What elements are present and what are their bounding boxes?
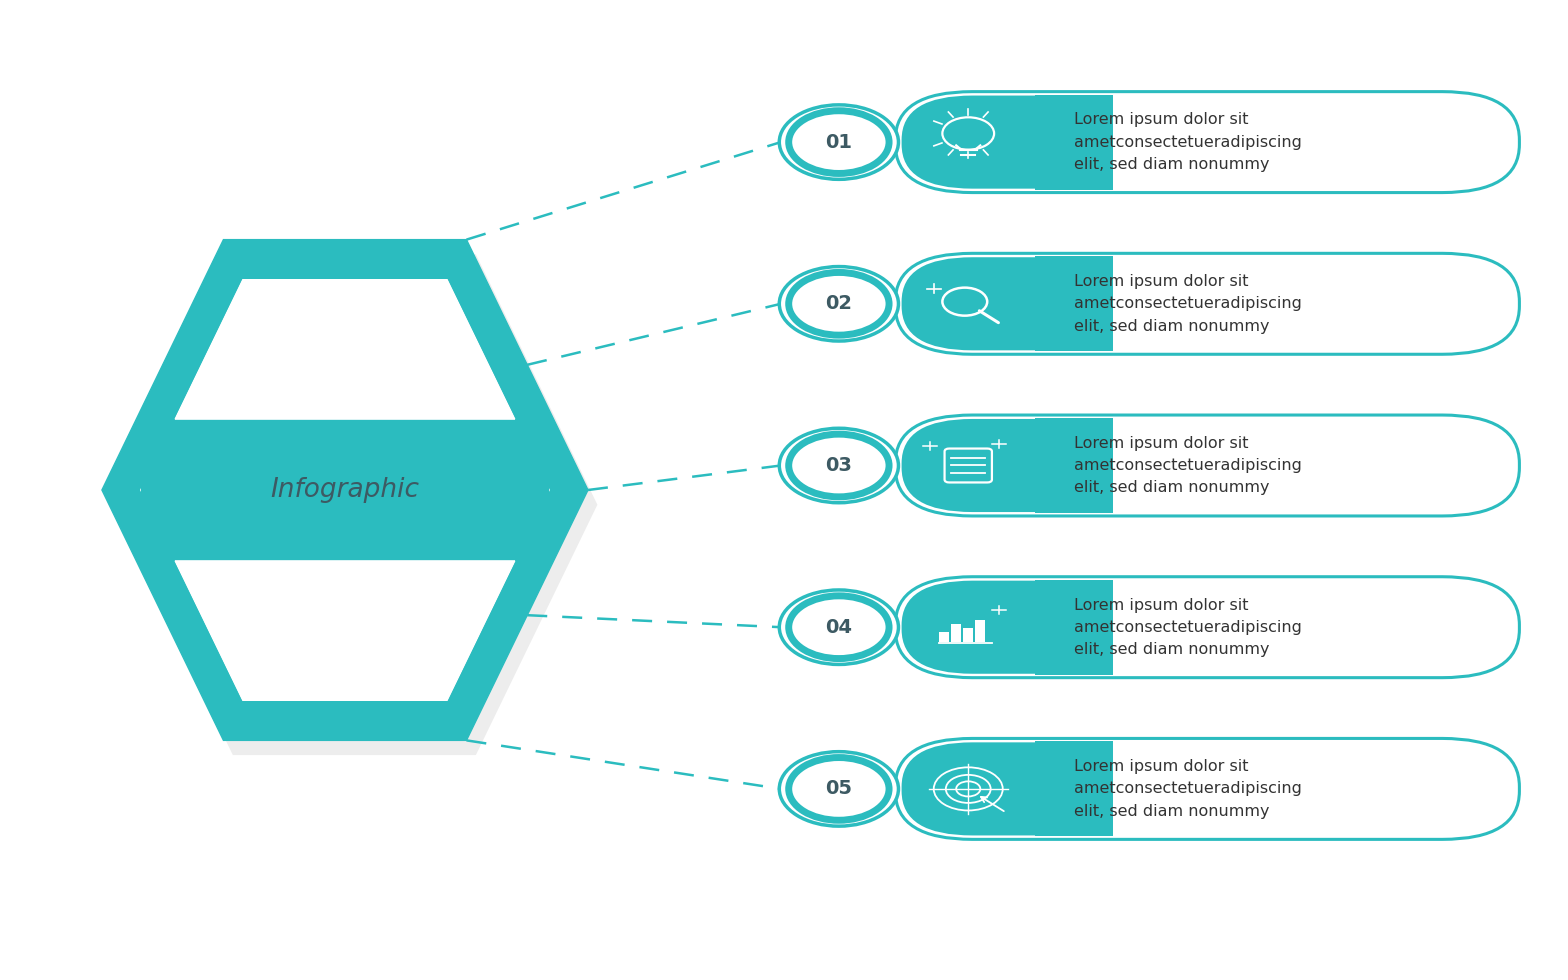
Text: Lorem ipsum dolor sit
ametconsectetueradipiscing
elit, sed diam nonummy: Lorem ipsum dolor sit ametconsectetuerad… bbox=[1074, 436, 1301, 495]
FancyBboxPatch shape bbox=[902, 580, 1105, 674]
Circle shape bbox=[789, 111, 889, 173]
FancyBboxPatch shape bbox=[902, 743, 1105, 835]
FancyBboxPatch shape bbox=[1035, 95, 1113, 190]
Circle shape bbox=[779, 428, 898, 503]
Circle shape bbox=[789, 758, 889, 820]
Text: Lorem ipsum dolor sit
ametconsectetueradipiscing
elit, sed diam nonummy: Lorem ipsum dolor sit ametconsectetuerad… bbox=[1074, 760, 1301, 818]
FancyBboxPatch shape bbox=[902, 419, 1513, 512]
Circle shape bbox=[779, 590, 898, 664]
FancyBboxPatch shape bbox=[902, 580, 1513, 674]
Polygon shape bbox=[141, 279, 549, 701]
FancyBboxPatch shape bbox=[895, 254, 1519, 355]
FancyBboxPatch shape bbox=[1035, 580, 1113, 674]
Polygon shape bbox=[176, 561, 514, 701]
FancyBboxPatch shape bbox=[952, 624, 961, 642]
FancyBboxPatch shape bbox=[1035, 741, 1113, 837]
FancyBboxPatch shape bbox=[902, 96, 1105, 188]
FancyBboxPatch shape bbox=[1035, 257, 1113, 352]
FancyBboxPatch shape bbox=[141, 419, 549, 561]
Polygon shape bbox=[176, 279, 514, 419]
Text: Lorem ipsum dolor sit
ametconsectetueradipiscing
elit, sed diam nonummy: Lorem ipsum dolor sit ametconsectetuerad… bbox=[1074, 274, 1301, 333]
Circle shape bbox=[779, 752, 898, 826]
Circle shape bbox=[789, 596, 889, 659]
Text: Lorem ipsum dolor sit
ametconsectetueradipiscing
elit, sed diam nonummy: Lorem ipsum dolor sit ametconsectetuerad… bbox=[1074, 598, 1301, 657]
FancyBboxPatch shape bbox=[895, 416, 1519, 515]
FancyBboxPatch shape bbox=[895, 576, 1519, 678]
FancyBboxPatch shape bbox=[975, 619, 985, 642]
Polygon shape bbox=[102, 240, 588, 740]
Circle shape bbox=[779, 105, 898, 179]
Text: 04: 04 bbox=[825, 617, 853, 637]
FancyBboxPatch shape bbox=[902, 419, 1105, 512]
Text: 03: 03 bbox=[825, 456, 853, 475]
FancyBboxPatch shape bbox=[902, 96, 1513, 188]
FancyBboxPatch shape bbox=[902, 258, 1513, 351]
FancyBboxPatch shape bbox=[902, 743, 1513, 835]
FancyBboxPatch shape bbox=[895, 739, 1519, 839]
Circle shape bbox=[789, 272, 889, 335]
Text: 01: 01 bbox=[825, 132, 853, 152]
Polygon shape bbox=[111, 255, 597, 755]
Text: Infographic: Infographic bbox=[270, 477, 420, 503]
Text: 02: 02 bbox=[825, 294, 853, 314]
FancyBboxPatch shape bbox=[1035, 417, 1113, 514]
Circle shape bbox=[789, 434, 889, 497]
FancyBboxPatch shape bbox=[895, 92, 1519, 192]
FancyBboxPatch shape bbox=[939, 631, 949, 642]
Text: 05: 05 bbox=[825, 779, 853, 799]
FancyBboxPatch shape bbox=[963, 628, 974, 642]
Text: Lorem ipsum dolor sit
ametconsectetueradipiscing
elit, sed diam nonummy: Lorem ipsum dolor sit ametconsectetuerad… bbox=[1074, 113, 1301, 172]
Circle shape bbox=[779, 267, 898, 341]
FancyBboxPatch shape bbox=[902, 258, 1105, 351]
